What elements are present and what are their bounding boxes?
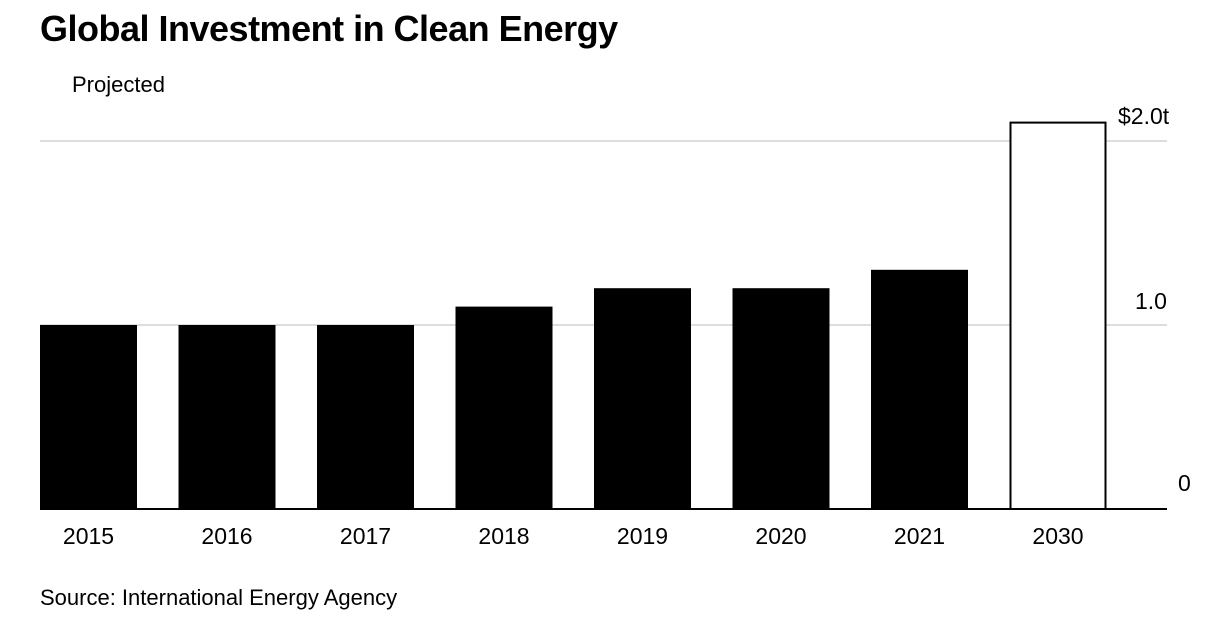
source-note: Source: International Energy Agency (40, 585, 398, 610)
bars (40, 121, 1107, 510)
y-tick-label: 1.0 (1135, 288, 1167, 314)
bar-2018 (455, 306, 553, 509)
bar-2015 (40, 325, 137, 509)
x-tick-label: 2015 (63, 523, 114, 549)
x-tick-label: 2020 (755, 523, 806, 549)
x-tick-label: 2021 (894, 523, 945, 549)
bar-2021 (871, 269, 968, 509)
x-axis-ticks: 2015 2016 2017 2018 2019 2020 2021 2030 (63, 523, 1084, 549)
legend-label-projected: Projected (72, 72, 165, 97)
x-tick-label: 2030 (1032, 523, 1083, 549)
y-tick-label: 0 (1178, 470, 1191, 496)
x-tick-label: 2019 (617, 523, 668, 549)
y-axis-ticks: 0 1.0 $2.0t (1118, 103, 1191, 496)
chart-title: Global Investment in Clean Energy (40, 8, 618, 49)
bar-2019 (594, 288, 691, 509)
bar-2016 (178, 325, 276, 509)
y-tick-label: $2.0t (1118, 103, 1170, 129)
x-tick-label: 2018 (478, 523, 529, 549)
x-tick-label: 2017 (340, 523, 391, 549)
bar-2017 (317, 325, 414, 509)
x-tick-label: 2016 (201, 523, 252, 549)
bar-2020 (732, 288, 830, 509)
bar-2030 (1009, 121, 1107, 510)
